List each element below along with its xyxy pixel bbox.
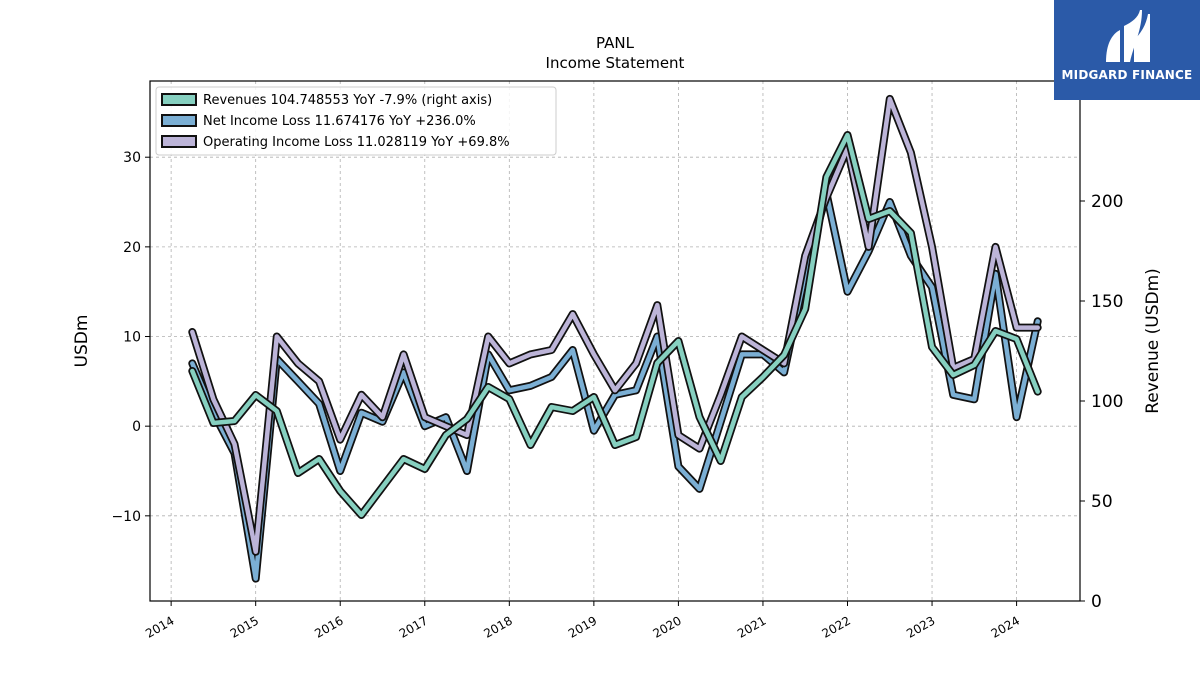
series-line-revenues	[190, 132, 1040, 518]
series-layer	[188, 94, 1042, 583]
legend: Revenues 104.748553 YoY -7.9% (right axi…	[155, 86, 557, 156]
logo-mark-icon	[1106, 10, 1150, 62]
y-tick-label: 20	[123, 240, 141, 256]
series-outline-operating-income-loss	[188, 94, 1042, 556]
legend-box	[155, 86, 557, 156]
chart-subtitle: Income Statement	[546, 54, 685, 72]
x-tick-label: 2021	[735, 613, 768, 640]
x-tick-label: 2018	[481, 613, 514, 640]
y-tick-label: 10	[123, 330, 141, 346]
legend-swatch	[161, 135, 197, 148]
y2-tick-label: 50	[1091, 492, 1113, 512]
logo-text: MIDGARD FINANCE	[1061, 68, 1193, 82]
chart-title: PANL	[596, 34, 635, 52]
legend-entry: Revenues 104.748553 YoY -7.9% (right axi…	[203, 93, 492, 108]
x-tick-label: 2014	[143, 613, 176, 640]
grid-lines	[150, 81, 1080, 601]
x-tick-label: 2020	[650, 613, 683, 640]
x-tick-label: 2023	[904, 613, 937, 640]
y-tick-label: 30	[123, 150, 141, 166]
x-tick-label: 2017	[397, 613, 430, 640]
y-tick-label: −10	[111, 509, 141, 525]
y-axis-right: 0 50 100 150 200	[1080, 192, 1123, 612]
y2-tick-label: 200	[1091, 192, 1123, 212]
y2-tick-label: 150	[1091, 292, 1123, 312]
plot-area-border	[149, 80, 1081, 602]
legend-swatch	[161, 114, 197, 127]
y-tick-label: 0	[132, 419, 141, 435]
legend-swatch	[161, 93, 197, 106]
y-axis-label: USDm	[72, 315, 92, 368]
x-tick-label: 2024	[989, 613, 1022, 640]
x-tick-label: 2015	[228, 613, 261, 640]
x-tick-label: 2016	[312, 613, 345, 640]
x-tick-label: 2019	[566, 613, 599, 640]
y2-tick-label: 0	[1091, 592, 1102, 612]
legend-entry: Net Income Loss 11.674176 YoY +236.0%	[203, 114, 476, 129]
series-line-operating-income-loss	[190, 96, 1040, 554]
y2-axis-label: Revenue (USDm)	[1143, 268, 1163, 414]
legend-entry: Operating Income Loss 11.028119 YoY +69.…	[203, 135, 510, 150]
x-tick-label: 2022	[820, 613, 853, 640]
y-axis-left: −10 0 10 20 30	[111, 150, 150, 525]
midgard-finance-logo: MIDGARD FINANCE	[1054, 0, 1200, 100]
y2-tick-label: 100	[1091, 392, 1123, 412]
x-axis: 2014 2015 2016 2017 2018 2019 2020 2021 2022 2023…	[143, 601, 1022, 641]
